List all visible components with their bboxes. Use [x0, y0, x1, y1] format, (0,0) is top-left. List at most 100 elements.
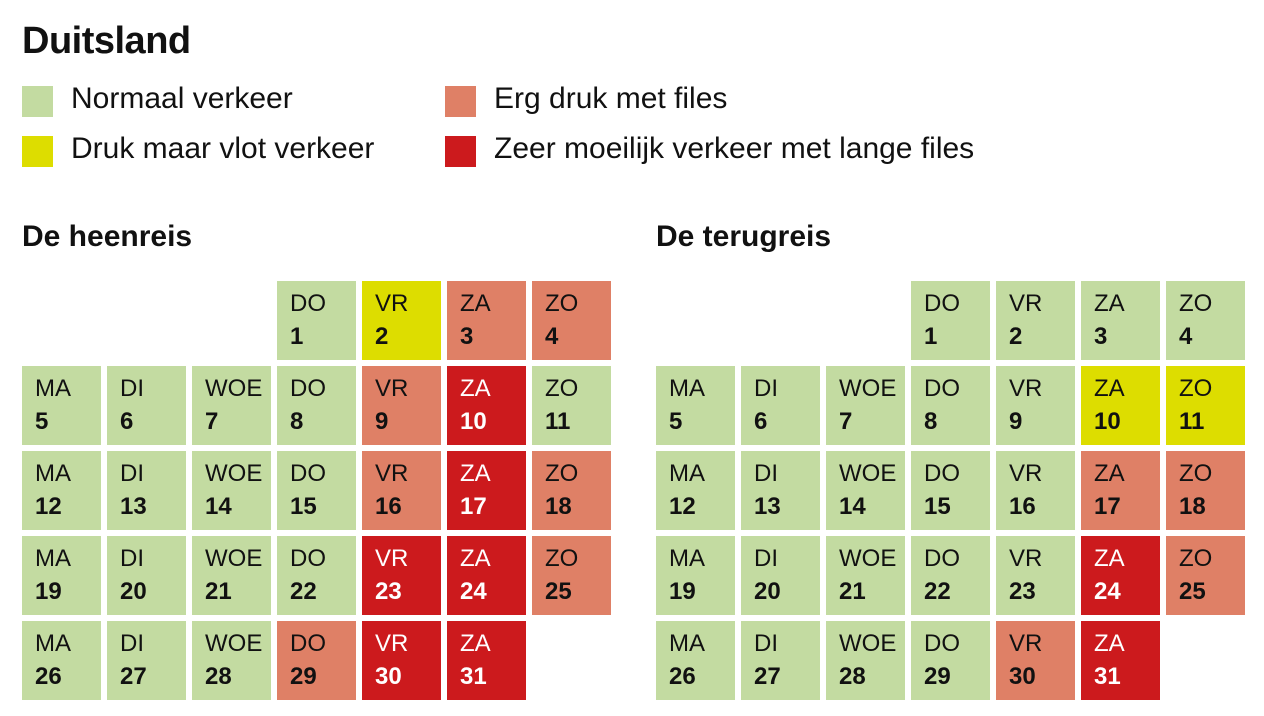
day-cell-31: ZA 31 — [1081, 621, 1160, 700]
day-name: DI — [120, 545, 144, 572]
day-name: MA — [35, 630, 71, 657]
day-name: MA — [35, 545, 71, 572]
day-number: 26 — [35, 663, 62, 690]
day-number: 28 — [839, 663, 866, 690]
day-name: VR — [1009, 375, 1043, 402]
day-name: ZA — [1094, 290, 1125, 317]
day-cell-9: VR 9 — [362, 366, 441, 445]
day-name: WOE — [839, 375, 897, 402]
day-number: 2 — [375, 323, 389, 350]
day-name: DI — [754, 545, 778, 572]
day-number: 20 — [754, 578, 781, 605]
day-number: 29 — [924, 663, 951, 690]
day-name: MA — [669, 460, 705, 487]
day-number: 18 — [545, 493, 572, 520]
day-cell-4: ZO 4 — [1166, 281, 1245, 360]
day-name: DI — [754, 460, 778, 487]
day-cell-25: ZO 25 — [1166, 536, 1245, 615]
day-cell-29: DO 29 — [911, 621, 990, 700]
day-name: WOE — [205, 630, 263, 657]
legend-label-normaal: Normaal verkeer — [71, 82, 293, 115]
day-name: DO — [924, 290, 960, 317]
day-number: 19 — [669, 578, 696, 605]
day-cell-13: DI 13 — [107, 451, 186, 530]
day-cell-14: WOE 14 — [192, 451, 271, 530]
day-cell-16: VR 16 — [362, 451, 441, 530]
day-cell-5: MA 5 — [22, 366, 101, 445]
day-name: WOE — [205, 545, 263, 572]
legend-label-druk: Druk maar vlot verkeer — [71, 132, 375, 165]
day-cell-24: ZA 24 — [447, 536, 526, 615]
day-name: ZA — [1094, 375, 1125, 402]
day-name: ZO — [1179, 375, 1213, 402]
day-cell-24: ZA 24 — [1081, 536, 1160, 615]
day-number: 4 — [545, 323, 559, 350]
day-number: 12 — [669, 493, 696, 520]
day-number: 17 — [460, 493, 487, 520]
day-number: 3 — [1094, 323, 1108, 350]
day-cell-21: WOE 21 — [826, 536, 905, 615]
day-number: 14 — [839, 493, 866, 520]
chart-title: Duitsland — [22, 20, 191, 62]
day-cell-17: ZA 17 — [1081, 451, 1160, 530]
day-cell-19: MA 19 — [656, 536, 735, 615]
day-name: MA — [35, 460, 71, 487]
day-number: 15 — [924, 493, 951, 520]
day-name: DO — [290, 630, 326, 657]
legend-swatch-zeer-moeilijk — [445, 136, 476, 167]
day-number: 29 — [290, 663, 317, 690]
day-cell-27: DI 27 — [741, 621, 820, 700]
day-name: DO — [924, 460, 960, 487]
day-number: 21 — [839, 578, 866, 605]
day-number: 24 — [1094, 578, 1121, 605]
legend-label-zeer-moeilijk: Zeer moeilijk verkeer met lange files — [494, 132, 975, 165]
day-name: VR — [1009, 545, 1043, 572]
day-number: 10 — [460, 408, 487, 435]
day-cell-26: MA 26 — [656, 621, 735, 700]
day-cell-4: ZO 4 — [532, 281, 611, 360]
day-number: 7 — [205, 408, 219, 435]
day-number: 6 — [754, 408, 768, 435]
day-name: ZO — [545, 375, 579, 402]
legend-swatch-druk — [22, 136, 53, 167]
day-cell-20: DI 20 — [107, 536, 186, 615]
day-number: 25 — [1179, 578, 1206, 605]
day-name: VR — [375, 545, 409, 572]
day-number: 17 — [1094, 493, 1121, 520]
day-number: 30 — [1009, 663, 1036, 690]
day-name: DI — [120, 630, 144, 657]
day-name: MA — [669, 630, 705, 657]
day-name: WOE — [205, 375, 263, 402]
day-name: ZO — [545, 290, 579, 317]
day-name: VR — [375, 630, 409, 657]
day-number: 23 — [1009, 578, 1036, 605]
day-number: 10 — [1094, 408, 1121, 435]
heenreis-title: De heenreis — [22, 220, 193, 253]
day-number: 22 — [290, 578, 317, 605]
day-cell-11: ZO 11 — [532, 366, 611, 445]
day-name: DI — [754, 375, 778, 402]
day-cell-25: ZO 25 — [532, 536, 611, 615]
day-number: 31 — [1094, 663, 1121, 690]
day-number: 6 — [120, 408, 134, 435]
day-number: 27 — [120, 663, 147, 690]
day-cell-13: DI 13 — [741, 451, 820, 530]
day-cell-30: VR 30 — [996, 621, 1075, 700]
day-number: 15 — [290, 493, 317, 520]
day-cell-12: MA 12 — [656, 451, 735, 530]
day-cell-22: DO 22 — [911, 536, 990, 615]
day-name: DO — [290, 460, 326, 487]
day-cell-21: WOE 21 — [192, 536, 271, 615]
day-cell-2: VR 2 — [996, 281, 1075, 360]
day-cell-31: ZA 31 — [447, 621, 526, 700]
day-name: DO — [924, 545, 960, 572]
day-cell-3: ZA 3 — [447, 281, 526, 360]
day-cell-28: WOE 28 — [192, 621, 271, 700]
day-number: 8 — [290, 408, 304, 435]
day-number: 4 — [1179, 323, 1193, 350]
day-number: 8 — [924, 408, 938, 435]
day-number: 25 — [545, 578, 572, 605]
day-number: 3 — [460, 323, 474, 350]
day-cell-22: DO 22 — [277, 536, 356, 615]
day-number: 13 — [754, 493, 781, 520]
